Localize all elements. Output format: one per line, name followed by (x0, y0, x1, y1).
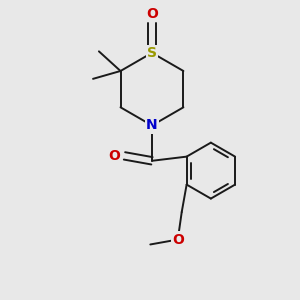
Text: S: S (147, 46, 157, 60)
Text: O: O (146, 7, 158, 21)
Text: O: O (172, 232, 184, 247)
Text: N: N (146, 118, 158, 133)
Text: O: O (109, 149, 121, 163)
